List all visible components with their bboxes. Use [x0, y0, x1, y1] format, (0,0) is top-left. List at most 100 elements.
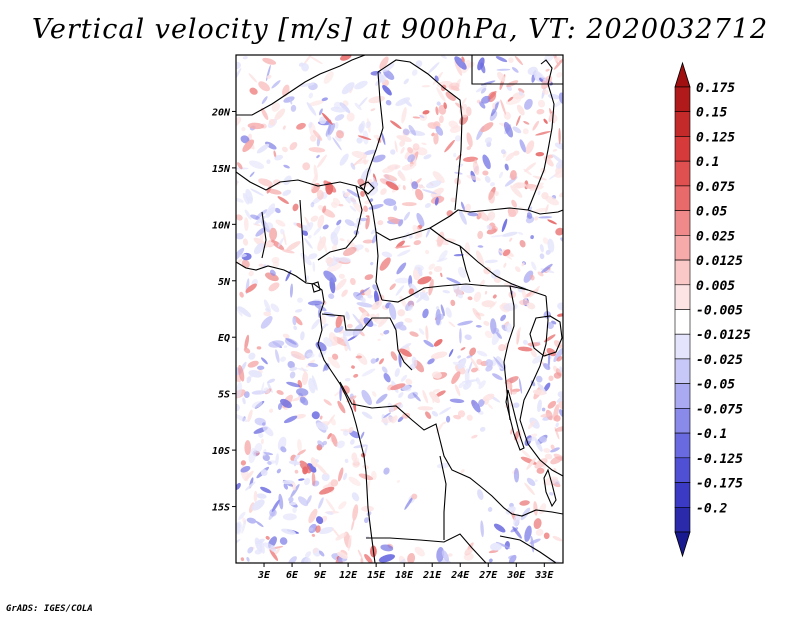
field-cell	[484, 259, 498, 264]
field-cell	[543, 363, 551, 371]
field-cell	[298, 82, 315, 87]
field-cell	[274, 547, 281, 555]
colorbar: 0.175 0.15 0.125 0.1 0.075 0.05 0.025 0.0125 0.0…	[674, 61, 751, 558]
field-cell	[357, 135, 372, 141]
field-cell	[519, 240, 526, 248]
colorbar-label: 0.005	[696, 279, 735, 294]
field-cell	[274, 154, 284, 161]
field-cell	[538, 216, 553, 219]
field-cell	[463, 380, 472, 390]
field-cell	[508, 208, 519, 218]
field-cell	[432, 171, 445, 184]
field-cell	[271, 239, 285, 251]
field-cell	[265, 308, 270, 312]
field-cell	[352, 398, 357, 413]
field-cell	[467, 212, 479, 217]
field-cell	[466, 145, 472, 151]
field-cell	[343, 472, 348, 481]
field-cell	[260, 381, 265, 395]
field-cell	[414, 546, 425, 557]
field-cell	[530, 235, 534, 240]
field-cell	[482, 154, 491, 170]
field-cell	[337, 467, 344, 482]
field-cell	[521, 262, 525, 267]
field-cell	[543, 55, 556, 63]
field-cell	[423, 339, 434, 348]
lon-tick-label: 33E	[534, 570, 554, 581]
field-cell	[236, 414, 248, 422]
field-cell	[539, 253, 545, 260]
field-cell	[282, 480, 294, 485]
field-cell	[498, 344, 506, 352]
field-cell	[505, 381, 513, 389]
field-cell	[341, 289, 348, 297]
field-cell	[286, 381, 301, 388]
field-cell	[441, 550, 450, 562]
field-cell	[544, 453, 553, 460]
field-cell	[516, 327, 522, 336]
field-cell	[400, 374, 408, 382]
field-cell	[372, 154, 386, 163]
field-cell	[364, 553, 373, 563]
field-cell	[411, 356, 418, 368]
field-cell	[345, 311, 350, 321]
field-cell	[417, 406, 434, 411]
field-cell	[547, 238, 555, 253]
field-cell	[316, 189, 324, 200]
field-cell	[360, 297, 366, 303]
field-cell	[356, 137, 363, 144]
field-cell	[331, 225, 341, 239]
colorbar-label: -0.025	[696, 353, 743, 368]
field-cell	[293, 453, 301, 461]
field-cell	[330, 106, 347, 113]
field-cell	[237, 306, 252, 318]
field-cell	[292, 316, 297, 326]
field-cell	[365, 216, 370, 230]
border-gabon-congo	[321, 313, 413, 371]
latitude-axis: 20N 15N 10N 5N EQ 5S 10S 15S	[211, 107, 236, 514]
field-cell	[514, 55, 523, 66]
field-cell	[336, 219, 342, 226]
lat-tick-label: 5S	[218, 390, 230, 401]
field-cell	[318, 550, 325, 557]
field-cell	[526, 302, 536, 310]
field-cell	[289, 367, 298, 371]
field-cell	[535, 375, 543, 383]
field-cell	[289, 283, 294, 298]
field-cell	[294, 309, 303, 313]
field-cell	[484, 330, 493, 339]
field-cell	[266, 74, 272, 79]
field-cell	[483, 266, 492, 275]
field-cell	[383, 198, 397, 206]
field-cell	[307, 362, 319, 368]
field-cell	[504, 163, 509, 171]
field-cell	[461, 379, 478, 383]
field-cell	[291, 481, 296, 491]
field-cell	[455, 102, 464, 110]
field-cell	[308, 508, 318, 524]
field-cell	[302, 55, 313, 66]
field-cell	[511, 199, 517, 208]
field-cell	[537, 399, 542, 413]
field-cell	[527, 206, 533, 213]
border-drc-north	[381, 283, 547, 303]
field-cell	[454, 60, 463, 76]
lake-chad	[359, 181, 375, 195]
field-cell	[512, 182, 526, 189]
field-cell	[338, 257, 351, 263]
field-cell	[343, 246, 357, 257]
colorbar-label: -0.2	[696, 501, 727, 516]
field-cell	[540, 413, 553, 418]
field-cell	[535, 528, 544, 536]
field-cell	[547, 219, 557, 225]
field-cell	[424, 202, 431, 209]
lon-tick-label: 6E	[286, 570, 299, 581]
field-cell	[236, 232, 244, 240]
field-cell	[461, 97, 467, 105]
colorbar-label: 0.025	[696, 229, 735, 244]
field-cell	[352, 460, 360, 468]
lake-tanganyika	[505, 389, 525, 451]
field-cell	[415, 60, 423, 68]
field-cell	[476, 99, 481, 104]
field-cell	[356, 302, 374, 308]
